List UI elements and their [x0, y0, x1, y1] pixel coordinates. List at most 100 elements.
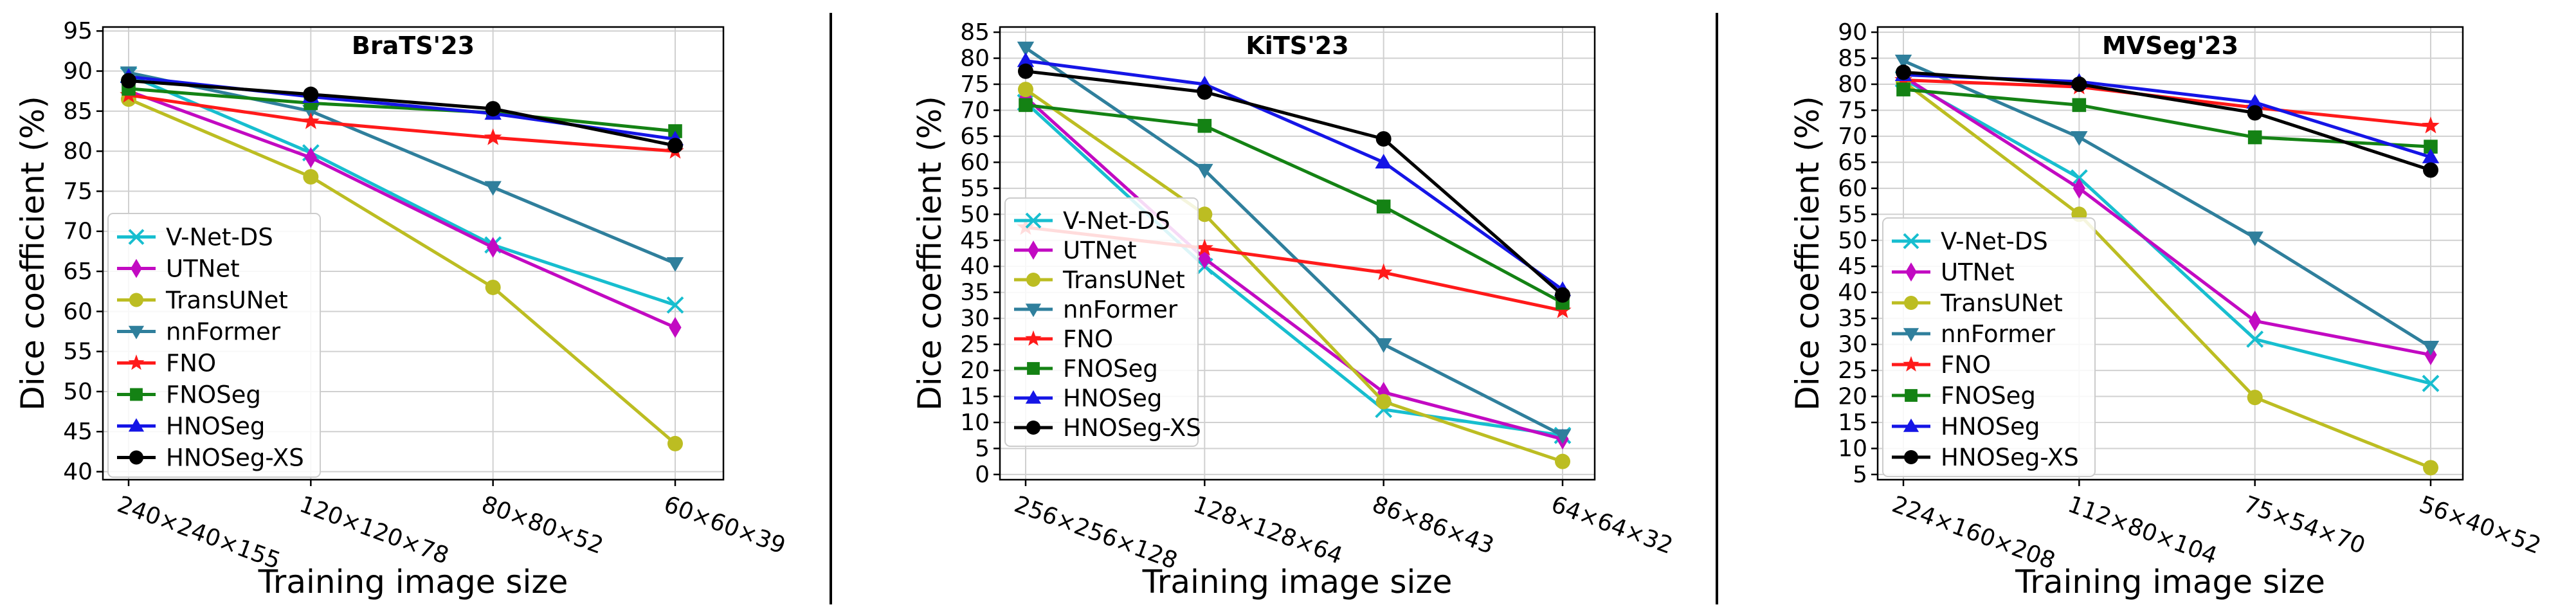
series-line — [128, 73, 676, 307]
legend: V-Net-DSUTNetTransUNetnnFormerFNOFNOSegH… — [1004, 197, 1201, 447]
data-point — [1375, 263, 1393, 280]
legend-marker — [130, 388, 143, 401]
data-point — [484, 128, 502, 145]
y-tick-label: 75 — [960, 71, 990, 98]
series-line — [1902, 77, 2431, 385]
data-point — [2247, 130, 2262, 145]
y-tick-label: 85 — [960, 19, 990, 46]
legend-label: TransUNet — [1062, 266, 1185, 294]
series-line — [1024, 46, 1564, 437]
y-tick-label: 55 — [63, 339, 93, 365]
chart-title: KiTS'23 — [1246, 32, 1348, 60]
legend-label: V-Net-DS — [1063, 207, 1170, 235]
legend-marker — [129, 450, 143, 465]
y-tick-label: 45 — [63, 419, 93, 445]
legend-label: HNOSeg-XS — [1941, 444, 2079, 471]
series-line — [128, 87, 676, 133]
series-line — [1024, 101, 1563, 437]
data-point — [485, 101, 501, 117]
data-point — [2247, 390, 2263, 406]
y-tick-label: 65 — [63, 258, 93, 285]
legend-item-utnet: UTNet — [1892, 258, 2015, 286]
data-point — [1197, 118, 1212, 133]
y-tick-label: 20 — [960, 358, 990, 384]
data-point — [1375, 131, 1392, 147]
series-line — [128, 97, 676, 445]
data-point — [2072, 98, 2087, 113]
data-point — [667, 435, 683, 451]
legend-box — [1882, 217, 2096, 477]
legend-marker — [129, 293, 143, 307]
legend-marker — [1026, 421, 1040, 435]
series-line — [1902, 80, 2431, 469]
legend-marker — [1905, 389, 1918, 402]
legend-item-nnformer: nnFormer — [1892, 320, 2056, 348]
x-tick-label: 128×128×64 — [1190, 491, 1346, 570]
y-tick-label: 80 — [960, 46, 990, 72]
legend-marker — [131, 258, 142, 278]
x-tick-label: 224×160×208 — [1889, 491, 2058, 575]
y-tick-label: 40 — [1838, 280, 1867, 306]
legend-marker — [1903, 418, 1919, 432]
legend-marker — [1903, 356, 1919, 372]
x-tick-label: 60×60×39 — [660, 491, 789, 559]
chart-kits23: 0 5 10 15 20 25 30 35 40 45 50 55 60 65 70 75 80 85 256×25… — [836, 0, 1710, 607]
legend-label: UTNet — [166, 255, 240, 283]
legend-marker — [1904, 450, 1918, 464]
data-point — [2424, 140, 2438, 154]
legend-marker — [1025, 390, 1042, 404]
series-line — [1025, 103, 1564, 305]
data-point — [2249, 310, 2262, 332]
data-point — [2073, 177, 2085, 199]
legend: V-Net-DSUTNetTransUNetnnFormerFNOFNOSegH… — [107, 213, 321, 478]
chart-mvseg23: 5 10 15 20 25 30 35 40 45 50 55 60 65 70 75 80 85 90 224×1… — [1723, 0, 2576, 607]
y-tick-label: 50 — [63, 379, 93, 405]
series-line — [1902, 75, 2431, 357]
series-hnoseg-xs — [1896, 64, 2438, 178]
legend-item-fno: FNO — [1014, 325, 1113, 353]
y-tick-label: 5 — [975, 435, 990, 462]
y-tick-label: 70 — [960, 97, 990, 123]
series-hnoseg-xs — [121, 73, 683, 154]
plot-frame — [1876, 26, 2464, 481]
legend-label: V-Net-DS — [166, 224, 273, 251]
y-tick-label: 85 — [63, 98, 93, 125]
legend-label: HNOSeg — [1063, 385, 1162, 412]
data-point — [303, 169, 319, 185]
data-point — [1017, 41, 1035, 57]
legend-item-fno: FNO — [1892, 351, 1991, 379]
y-tick-label: 70 — [1838, 123, 1867, 150]
y-tick-label: 80 — [1838, 71, 1867, 98]
series-hnoseg-xs — [1018, 63, 1570, 303]
y-tick-label: 80 — [63, 138, 93, 165]
legend-label: V-Net-DS — [1941, 228, 2048, 255]
y-tick-label: 65 — [1838, 149, 1867, 176]
legend-marker — [1025, 330, 1042, 346]
data-point — [2422, 341, 2440, 356]
legend-item-transunet: TransUNet — [1892, 289, 2063, 317]
y-tick-label: 85 — [1838, 46, 1867, 72]
legend: V-Net-DSUTNetTransUNetnnFormerFNOFNOSegH… — [1882, 217, 2096, 477]
data-point — [2423, 460, 2438, 476]
data-point — [1554, 429, 1572, 444]
x-axis-label: Training image size — [1142, 563, 1453, 601]
chart-title: BraTS'23 — [352, 32, 475, 60]
x-axis-label: Training image size — [258, 563, 568, 601]
y-axis-label: Dice coefficient (%) — [14, 96, 51, 411]
legend-item-transunet: TransUNet — [117, 287, 288, 314]
y-tick-label: 50 — [1838, 228, 1867, 254]
data-point — [1375, 338, 1392, 353]
data-point — [1019, 98, 1033, 113]
data-point — [2071, 131, 2088, 146]
y-tick-label: 5 — [1853, 462, 1867, 488]
data-point — [1197, 206, 1213, 222]
y-tick-label: 55 — [960, 176, 990, 202]
data-point — [303, 86, 319, 102]
y-axis-label: Dice coefficient (%) — [1789, 96, 1826, 411]
legend-marker — [128, 418, 145, 432]
legend-label: nnFormer — [1063, 296, 1178, 323]
legend-box — [107, 213, 321, 478]
legend-item-utnet: UTNet — [1014, 237, 1137, 264]
